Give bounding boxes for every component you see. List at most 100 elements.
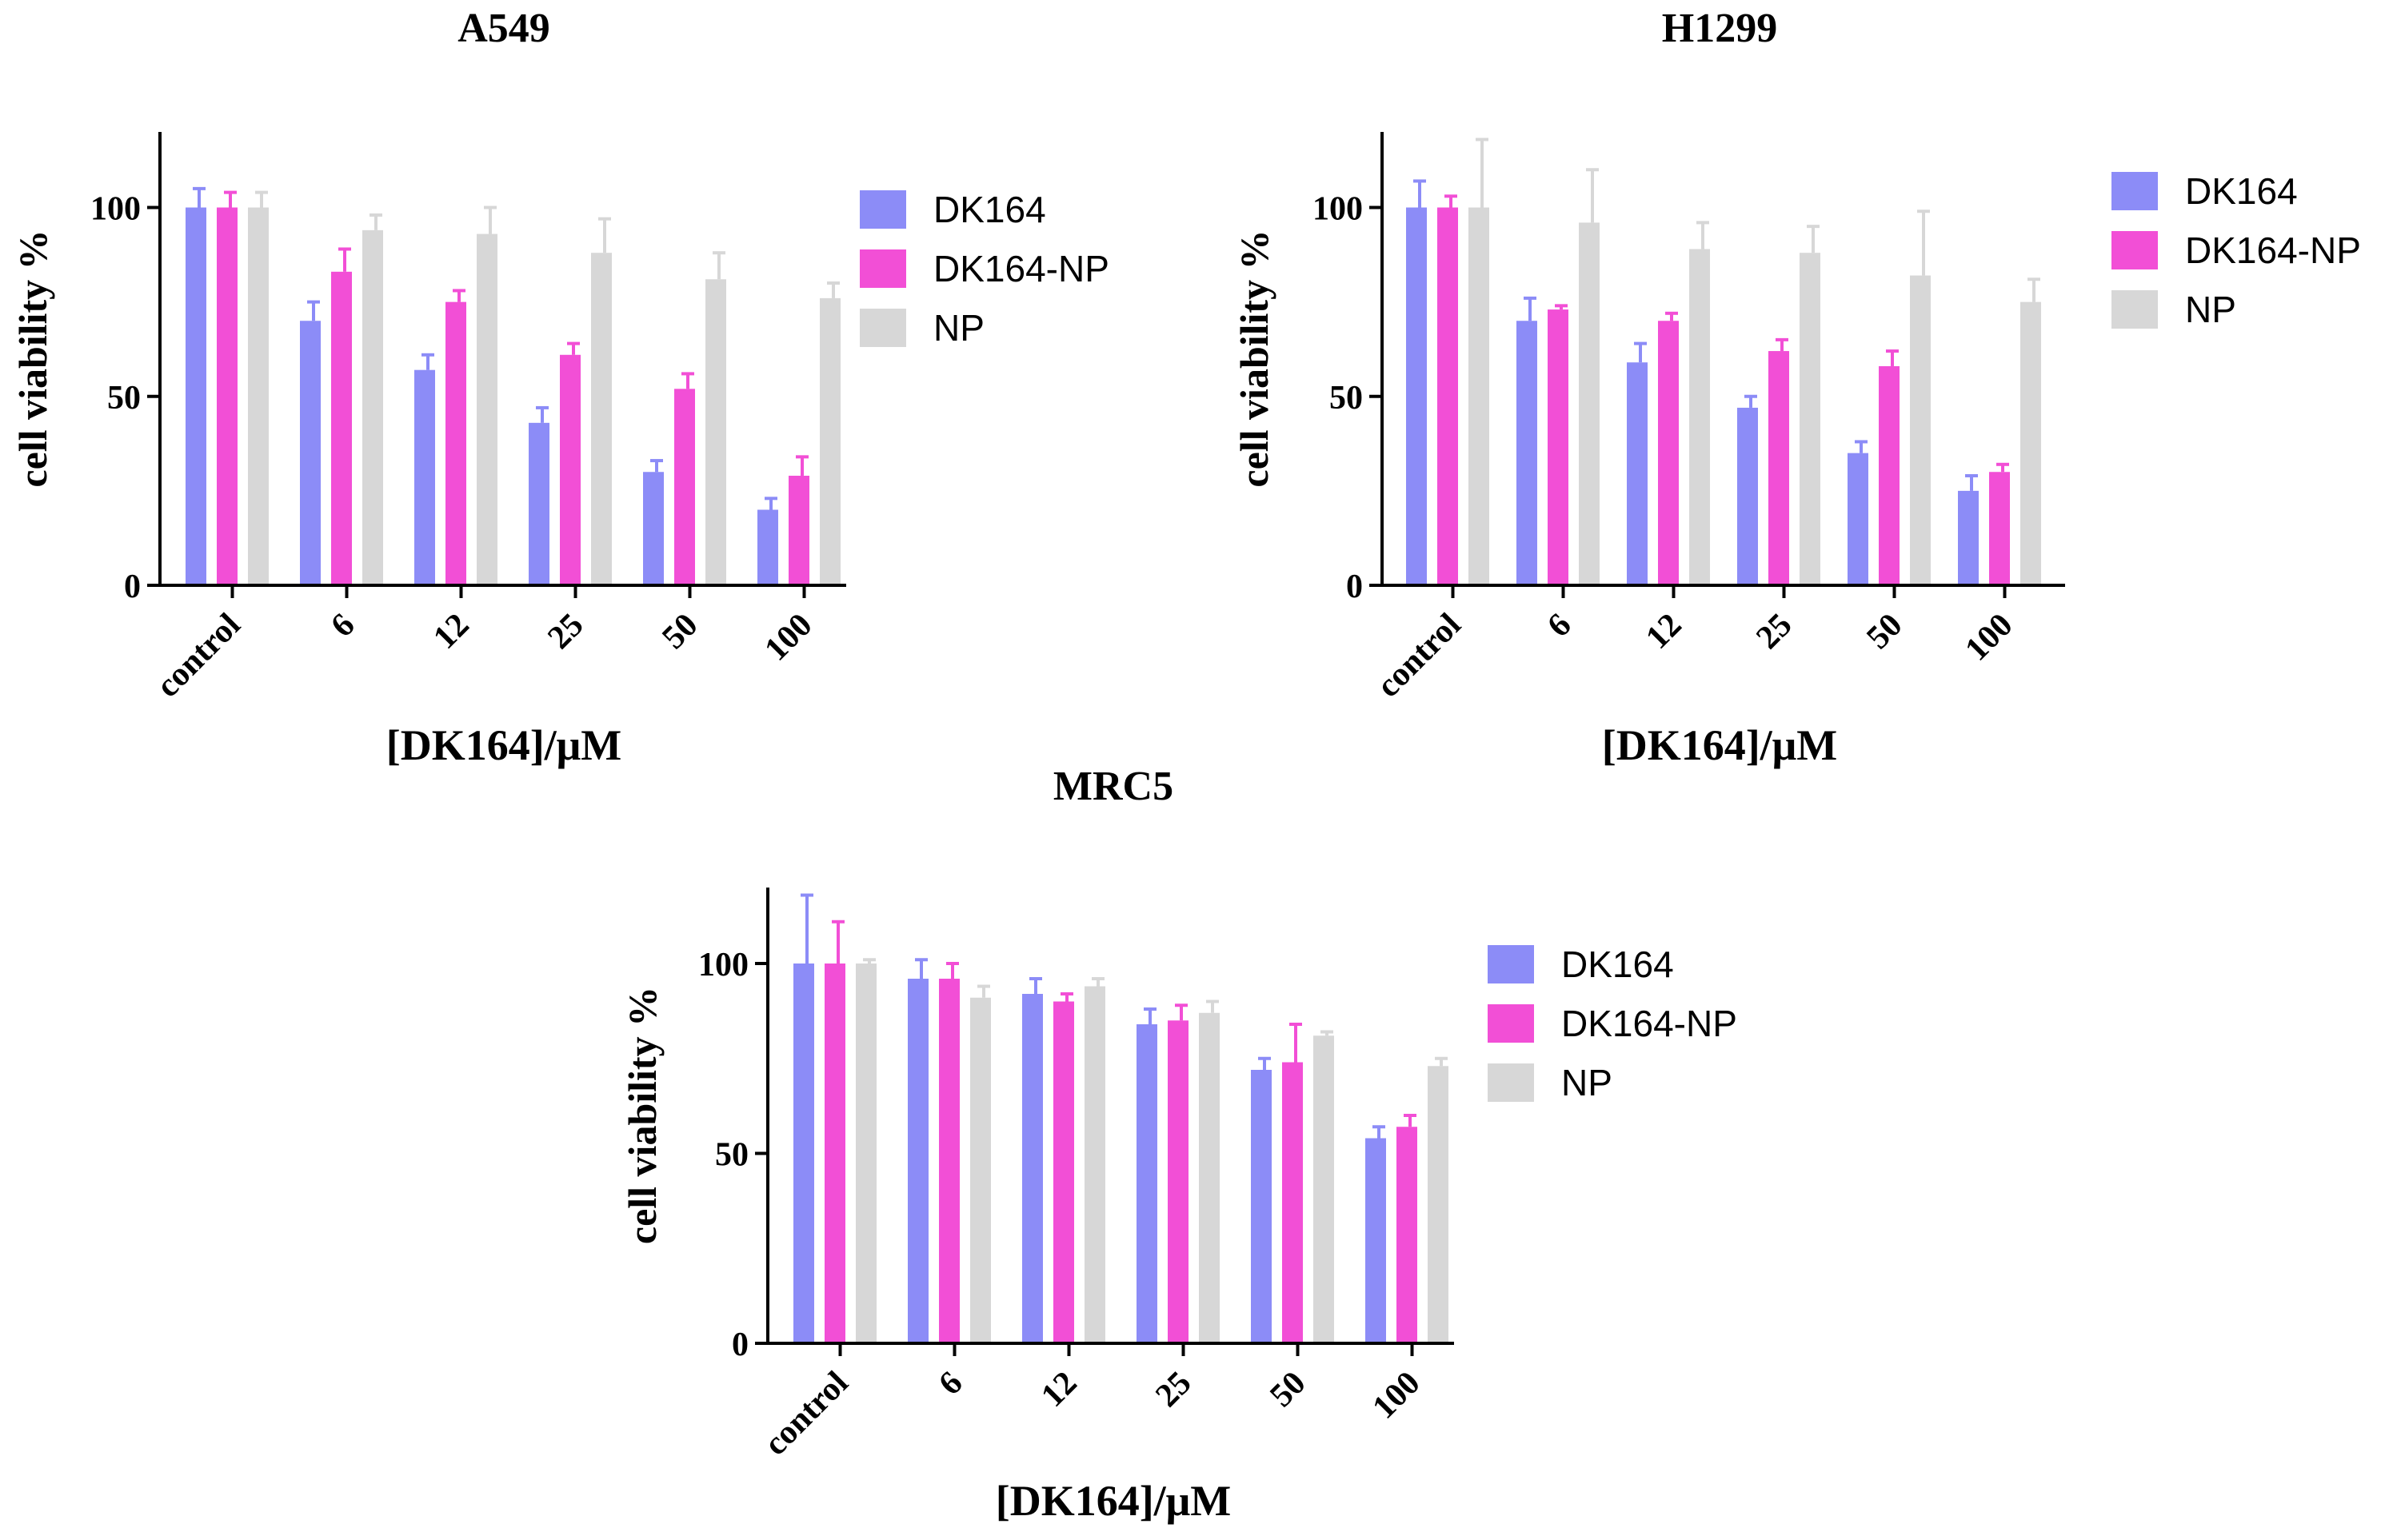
bar-dk164-100 bbox=[1365, 1138, 1386, 1343]
bar-dk164-12 bbox=[1627, 362, 1648, 585]
x-tick-label: 100 bbox=[757, 607, 819, 668]
y-tick-label: 50 bbox=[715, 1137, 749, 1174]
bar-dk164-6 bbox=[1516, 321, 1537, 585]
legend-label: NP bbox=[933, 307, 985, 349]
bar-dk164-control bbox=[186, 207, 206, 585]
bar-dk164-np-25 bbox=[1168, 1020, 1189, 1343]
legend-swatch-dk164 bbox=[860, 190, 906, 229]
x-tick-label: 12 bbox=[426, 607, 476, 656]
legend-label: DK164-NP bbox=[933, 248, 1109, 289]
bar-dk164-np-6 bbox=[331, 271, 352, 585]
bar-np-12 bbox=[1689, 249, 1710, 585]
bar-np-25 bbox=[591, 253, 612, 585]
bar-np-50 bbox=[1313, 1035, 1334, 1343]
bar-dk164-50 bbox=[643, 472, 664, 585]
bar-dk164-np-50 bbox=[674, 389, 695, 585]
chart-panel-mrc5: MRC5 cell viability % [DK164]/μM 0 50 100 cont… bbox=[620, 764, 1737, 1525]
bar-dk164-np-100 bbox=[1989, 472, 2010, 585]
x-tick-label: 6 bbox=[324, 607, 362, 644]
bar-dk164-np-25 bbox=[560, 354, 581, 585]
bar-np-12 bbox=[477, 233, 497, 585]
x-tick-label: 12 bbox=[1639, 607, 1688, 656]
x-axis-label: [DK164]/μM bbox=[386, 721, 622, 769]
bar-dk164-25 bbox=[529, 422, 549, 585]
y-tick-label: 0 bbox=[732, 1327, 749, 1363]
legend-swatch-dk164-np bbox=[860, 249, 906, 288]
x-tick-label: 100 bbox=[1365, 1365, 1427, 1426]
legend-label: DK164-NP bbox=[1561, 1003, 1737, 1044]
bar-dk164-100 bbox=[1958, 490, 1979, 585]
legend-label: NP bbox=[2185, 289, 2236, 330]
bar-dk164-12 bbox=[1022, 994, 1043, 1343]
x-tick-label: control bbox=[1370, 607, 1468, 705]
chart-title: A549 bbox=[457, 6, 550, 51]
legend-swatch-np bbox=[2111, 290, 2158, 329]
y-tick-label: 100 bbox=[1312, 191, 1363, 228]
bar-dk164-6 bbox=[908, 979, 929, 1343]
bar-dk164-np-6 bbox=[1548, 309, 1568, 585]
y-tick-label: 100 bbox=[90, 191, 141, 228]
legend-label: DK164 bbox=[933, 189, 1046, 230]
chart-title: H1299 bbox=[1662, 6, 1777, 51]
bar-np-control bbox=[248, 207, 269, 585]
x-tick-label: control bbox=[757, 1365, 856, 1463]
bar-np-50 bbox=[705, 279, 726, 585]
x-tick-label: 50 bbox=[1263, 1365, 1312, 1414]
bar-np-control bbox=[856, 963, 877, 1343]
bar-dk164-np-12 bbox=[1658, 321, 1679, 585]
x-tick-label: 25 bbox=[1749, 607, 1799, 656]
legend-swatch-dk164-np bbox=[1488, 1004, 1534, 1043]
bar-dk164-np-6 bbox=[939, 979, 960, 1343]
legend-swatch-dk164 bbox=[1488, 945, 1534, 983]
y-tick-label: 0 bbox=[124, 569, 141, 605]
x-tick-label: 50 bbox=[1860, 607, 1909, 656]
bar-dk164-25 bbox=[1137, 1024, 1157, 1343]
y-axis-label: cell viability % bbox=[1232, 229, 1276, 487]
x-tick-label: 12 bbox=[1034, 1365, 1084, 1414]
y-axis-label: cell viability % bbox=[10, 229, 55, 487]
bar-dk164-np-12 bbox=[445, 301, 466, 585]
x-axis-label: [DK164]/μM bbox=[996, 1477, 1232, 1525]
bar-dk164-np-100 bbox=[789, 475, 809, 585]
x-tick-label: 25 bbox=[541, 607, 590, 656]
legend-swatch-dk164-np bbox=[2111, 231, 2158, 269]
bar-np-100 bbox=[820, 297, 841, 585]
bar-dk164-50 bbox=[1848, 453, 1868, 585]
y-tick-label: 50 bbox=[107, 380, 141, 417]
bar-np-6 bbox=[362, 229, 383, 585]
chart-panel-h1299: H1299 cell viability % [DK164]/μM 0 50 100 con… bbox=[1232, 6, 2361, 769]
x-axis-label: [DK164]/μM bbox=[1602, 721, 1838, 769]
bar-np-control bbox=[1468, 207, 1489, 585]
bar-np-25 bbox=[1800, 253, 1820, 585]
y-tick-label: 0 bbox=[1346, 569, 1363, 605]
bar-dk164-np-50 bbox=[1879, 365, 1900, 585]
bar-dk164-100 bbox=[757, 509, 778, 585]
bar-dk164-np-control bbox=[217, 207, 238, 585]
chart-panel-a549: A549 cell viability % [DK164]/μM 0 50 100 cont… bbox=[10, 6, 1109, 769]
x-tick-label: 6 bbox=[1540, 607, 1578, 644]
legend-swatch-dk164 bbox=[2111, 172, 2158, 210]
x-tick-label: 25 bbox=[1149, 1365, 1198, 1414]
legend-label: DK164 bbox=[2185, 170, 2298, 212]
bar-np-25 bbox=[1199, 1012, 1220, 1343]
bar-dk164-50 bbox=[1251, 1070, 1272, 1343]
bar-dk164-25 bbox=[1737, 407, 1758, 585]
bar-dk164-np-control bbox=[1437, 207, 1458, 585]
y-tick-label: 100 bbox=[698, 947, 749, 983]
bar-np-6 bbox=[1579, 222, 1600, 585]
chart-title: MRC5 bbox=[1053, 764, 1173, 809]
bar-dk164-np-control bbox=[825, 963, 845, 1343]
legend-label: DK164-NP bbox=[2185, 229, 2361, 271]
legend-swatch-np bbox=[1488, 1063, 1534, 1102]
bar-np-100 bbox=[2020, 301, 2041, 585]
bar-dk164-np-50 bbox=[1282, 1062, 1303, 1343]
x-tick-label: 50 bbox=[655, 607, 705, 656]
bar-dk164-control bbox=[793, 963, 814, 1343]
y-axis-label: cell viability % bbox=[620, 987, 665, 1244]
bar-dk164-np-100 bbox=[1396, 1127, 1417, 1343]
x-tick-label: 6 bbox=[932, 1365, 969, 1402]
bar-np-50 bbox=[1910, 275, 1931, 585]
bar-dk164-np-25 bbox=[1768, 351, 1789, 585]
bar-dk164-12 bbox=[414, 369, 435, 585]
x-tick-label: 100 bbox=[1958, 607, 2019, 668]
